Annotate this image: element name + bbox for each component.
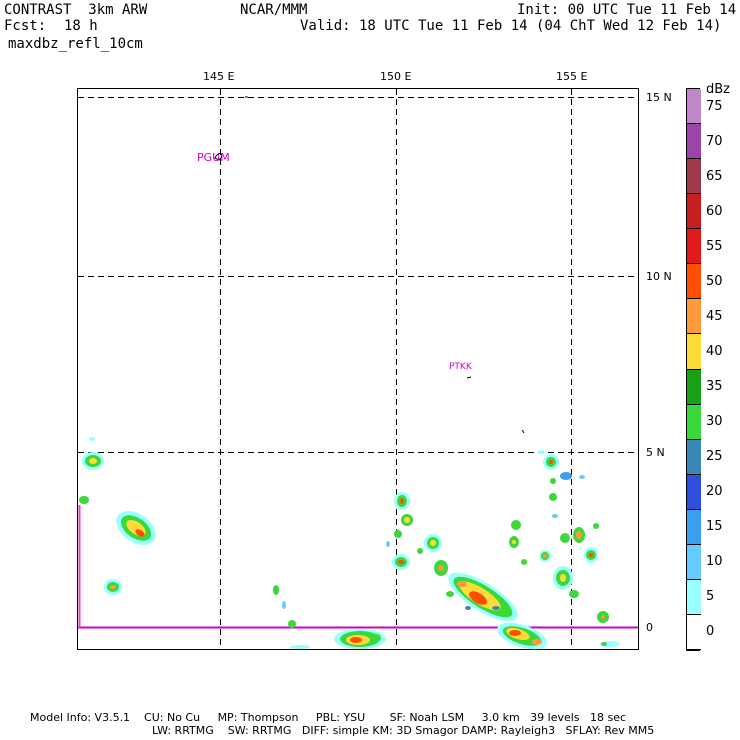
lon-label-145: 145 E — [203, 70, 235, 83]
station-label-ptkk: PTKK — [449, 362, 472, 372]
lat-label-0: 0 — [646, 621, 653, 634]
colorbar-cell-0 — [687, 614, 701, 650]
valid-time: Valid: 18 UTC Tue 11 Feb 14 (04 ChT Wed … — [300, 18, 722, 34]
lon-label-155: 155 E — [556, 70, 588, 83]
model-title: CONTRAST 3km ARW — [4, 2, 148, 18]
colorbar-level-label: 75 — [706, 98, 723, 114]
colorbar-cell-70 — [687, 124, 701, 160]
colorbar-level-label: 10 — [706, 554, 723, 570]
reflectivity-cells — [79, 437, 620, 650]
lat-label-15n: 15 N — [646, 91, 672, 104]
colorbar-level-label: 60 — [706, 203, 723, 219]
colorbar-cell-10 — [687, 544, 701, 580]
lon-label-150: 150 E — [380, 70, 412, 83]
colorbar-cell-5 — [687, 579, 701, 615]
map-frame — [77, 88, 639, 650]
colorbar-unit: dBz — [706, 82, 730, 97]
colorbar-level-label: 50 — [706, 273, 723, 289]
station-label-pgum: PGUM — [197, 151, 230, 164]
colorbar-cell-25 — [687, 439, 701, 475]
colorbar-level-label: 70 — [706, 133, 723, 149]
colorbar-cell-75 — [687, 89, 701, 125]
colorbar-cell-40 — [687, 334, 701, 370]
colorbar-cell-30 — [687, 404, 701, 440]
lat-label-5n: 5 N — [646, 446, 665, 459]
island-outline — [521, 429, 525, 434]
colorbar-cell-45 — [687, 299, 701, 335]
colorbar-cell-35 — [687, 369, 701, 405]
model-info-line1: Model Info: V3.5.1 CU: No Cu MP: Thompso… — [30, 711, 627, 724]
colorbar-level-label: 25 — [706, 449, 723, 465]
chuuk-island — [466, 376, 472, 379]
colorbar-level-label: 40 — [706, 343, 723, 359]
colorbar-cell-60 — [687, 194, 701, 230]
colorbar-cell-20 — [687, 474, 701, 510]
colorbar-cell-15 — [687, 509, 701, 545]
colorbar-cell-55 — [687, 229, 701, 265]
colorbar-level-label: 65 — [706, 168, 723, 184]
lat-lon-grid — [78, 89, 638, 649]
field-name: maxdbz_refl_10cm — [8, 36, 143, 52]
colorbar-level-label: 55 — [706, 238, 723, 254]
colorbar-level-label: 0 — [706, 624, 715, 640]
colorbar-cell-65 — [687, 159, 701, 195]
forecast-hour: 18 h — [64, 18, 98, 34]
colorbar-level-label: 30 — [706, 414, 723, 430]
colorbar-level-label: 35 — [706, 379, 723, 395]
colorbar-level-label: 45 — [706, 308, 723, 324]
forecast-label: Fcst: — [4, 18, 47, 34]
colorbar — [686, 88, 701, 651]
colorbar-level-label: 5 — [706, 589, 715, 605]
colorbar-level-label: 20 — [706, 484, 723, 500]
colorbar-level-label: 15 — [706, 519, 723, 535]
init-time: Init: 00 UTC Tue 11 Feb 14 — [517, 2, 737, 18]
lat-label-10n: 10 N — [646, 270, 672, 283]
org-label: NCAR/MMM — [240, 2, 308, 18]
colorbar-cell-50 — [687, 264, 701, 300]
model-info-line2: LW: RRTMG SW: RRTMG DIFF: simple KM: 3D … — [152, 724, 655, 737]
guam-island — [214, 153, 223, 161]
